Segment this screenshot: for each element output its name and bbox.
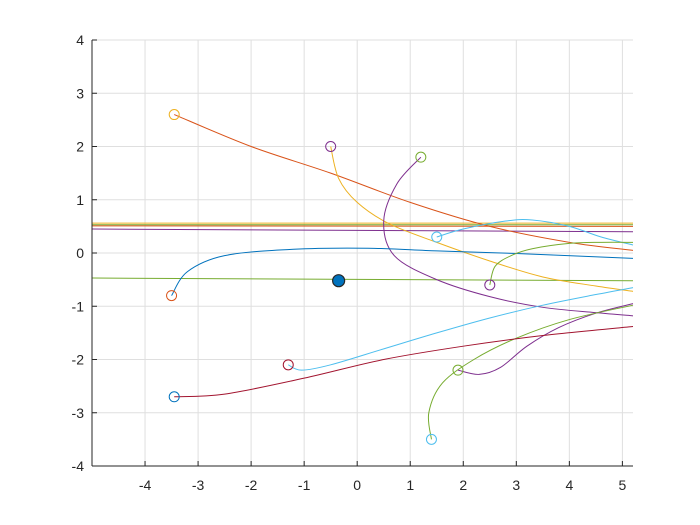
- y-tick-label: 0: [76, 245, 84, 261]
- x-tick-label: 3: [512, 477, 520, 493]
- trajectory-6: [489, 241, 634, 286]
- x-tick-label: 5: [618, 477, 626, 493]
- x-tick-label: 2: [459, 477, 467, 493]
- y-tick-label: 2: [76, 139, 84, 155]
- trajectory-3: [383, 156, 634, 317]
- horizontal-line-3: [91, 225, 634, 227]
- trajectory-9: [427, 304, 634, 440]
- trajectory-1: [174, 114, 634, 251]
- horizontal-lines: [91, 222, 634, 282]
- y-tick-label: 3: [76, 85, 84, 101]
- trajectory-7: [288, 287, 634, 371]
- start-marker-4: [431, 231, 443, 243]
- trajectory-4: [436, 219, 634, 246]
- horizontal-line-4: [91, 228, 634, 233]
- start-marker-6: [484, 279, 496, 291]
- x-tick-label: 4: [565, 477, 573, 493]
- x-tick-label: 1: [406, 477, 414, 493]
- start-marker-10: [425, 433, 437, 445]
- start-marker-9: [168, 391, 180, 403]
- trajectory-10: [174, 325, 634, 398]
- start-marker-7: [282, 359, 294, 371]
- start-marker-1: [168, 109, 180, 121]
- x-tick-label: -1: [298, 477, 311, 493]
- equilibrium-point: [332, 274, 346, 288]
- trajectory-5: [171, 247, 634, 296]
- x-tick-label: -2: [245, 477, 258, 493]
- y-tick-label: 1: [76, 192, 84, 208]
- start-marker-8: [452, 364, 464, 376]
- y-tick-label: -1: [72, 298, 85, 314]
- start-marker-3: [415, 151, 427, 163]
- x-tick-label: -4: [139, 477, 152, 493]
- trajectories: [171, 114, 634, 440]
- horizontal-line-5: [91, 277, 634, 282]
- y-tick-label: -4: [72, 458, 85, 474]
- axes: -4 -3 -2 -1 0 1 2 3 4 5 -4 -3 -2 -1 0 1 2 3 4: [72, 32, 633, 493]
- y-tick-label: -3: [72, 405, 85, 421]
- start-markers: [166, 109, 496, 445]
- trajectory-2: [330, 146, 634, 292]
- y-tick-label: -2: [72, 352, 85, 368]
- start-marker-5: [166, 290, 178, 302]
- start-marker-2: [325, 141, 337, 152]
- x-tick-label: 0: [353, 477, 361, 493]
- x-tick-label: -3: [192, 477, 205, 493]
- y-tick-label: 4: [76, 32, 84, 48]
- trajectory-8: [457, 303, 634, 375]
